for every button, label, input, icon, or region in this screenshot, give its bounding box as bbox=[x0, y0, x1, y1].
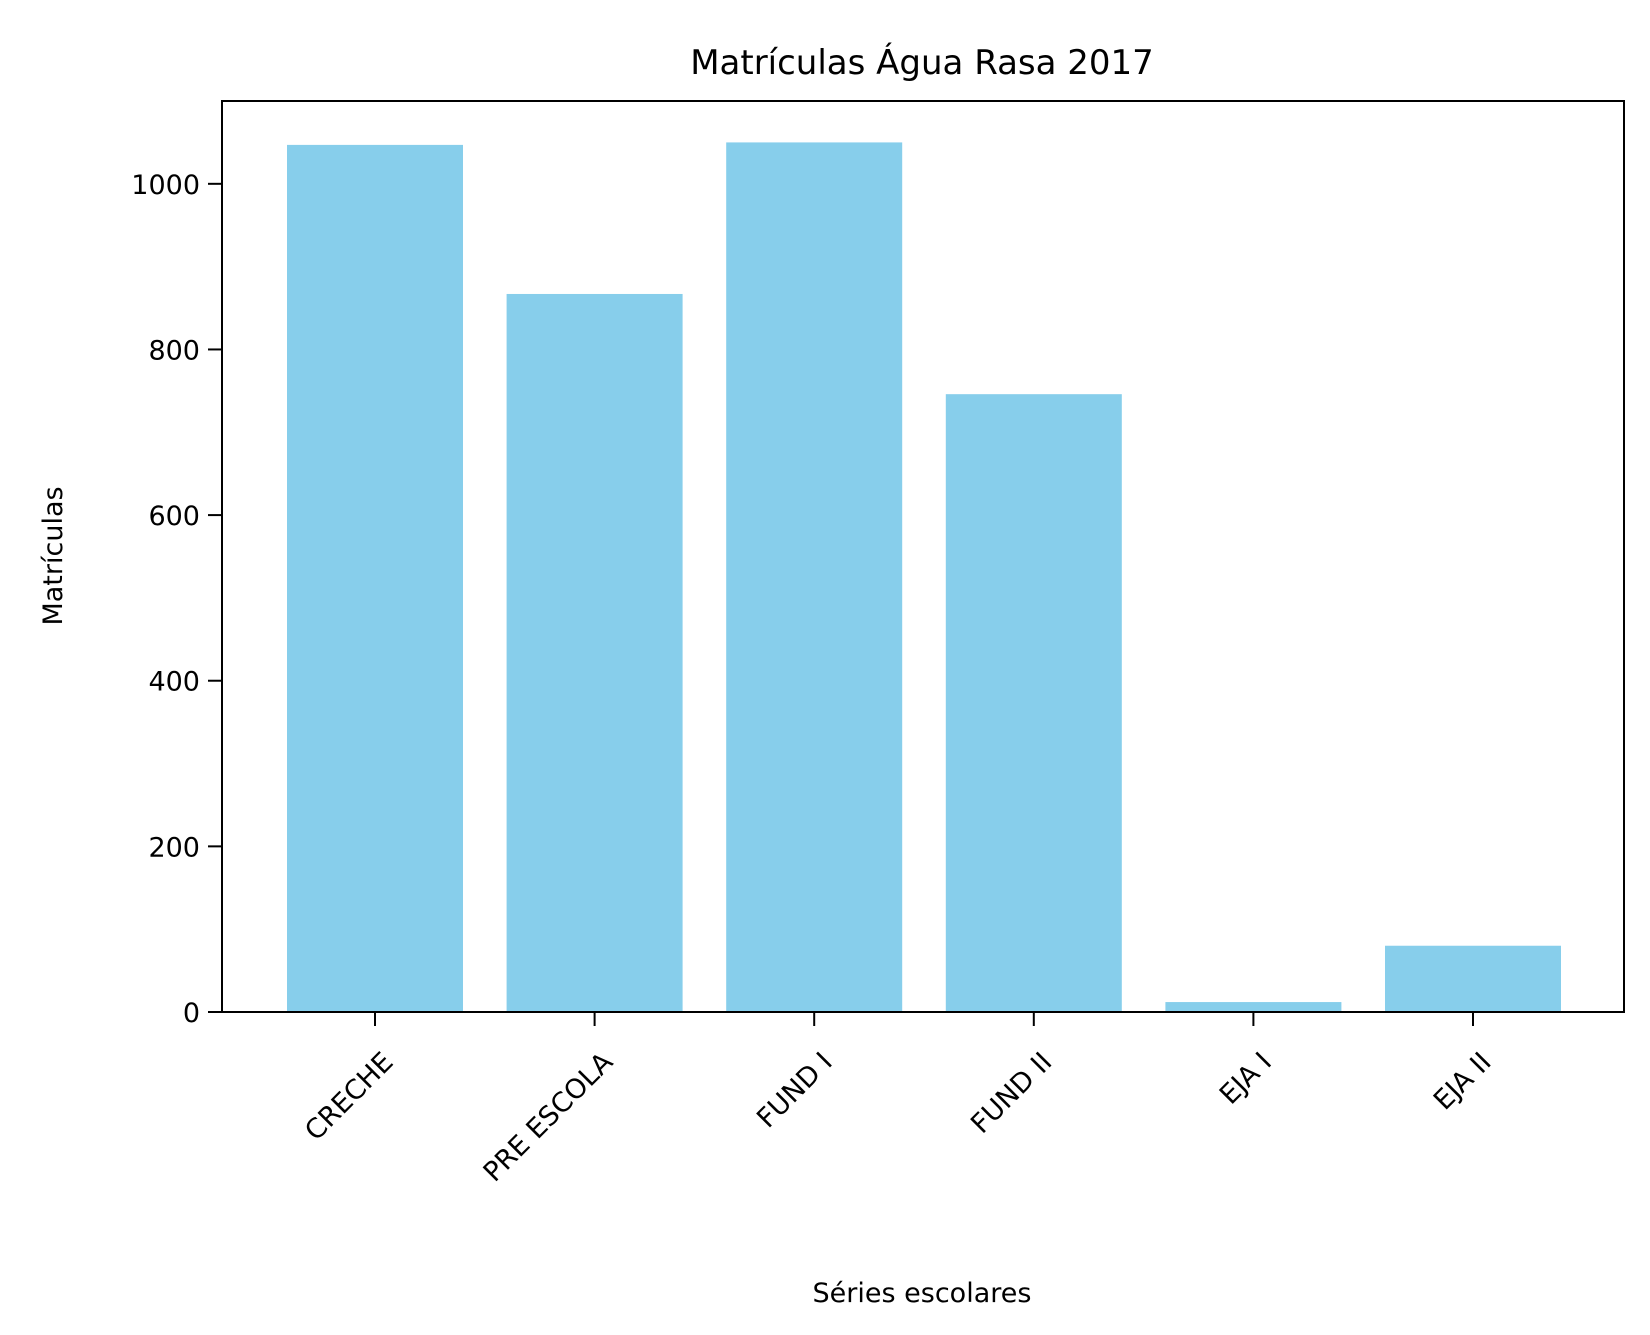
bars-group bbox=[287, 142, 1561, 1013]
y-tick-label: 200 bbox=[148, 832, 200, 863]
bar-fund-ii bbox=[945, 394, 1122, 1012]
y-axis-ticks: 0 200 400 600 800 1000 bbox=[131, 170, 222, 1029]
y-axis-label: Matrículas bbox=[38, 486, 69, 625]
bar-eja-ii bbox=[1385, 945, 1561, 1012]
plot-frame bbox=[221, 100, 1625, 1013]
y-tick-label: 400 bbox=[148, 667, 200, 698]
y-tick-label: 800 bbox=[148, 335, 200, 366]
y-tick-label: 1000 bbox=[131, 170, 200, 201]
y-tick-label: 600 bbox=[148, 501, 200, 532]
bar-creche bbox=[287, 144, 463, 1013]
bar-fund-i bbox=[726, 142, 903, 1013]
bar-eja-i bbox=[1165, 1002, 1342, 1012]
chart-title: Matrículas Água Rasa 2017 bbox=[690, 42, 1154, 83]
x-axis-label: Séries escolares bbox=[813, 1278, 1032, 1309]
y-tick-label: 0 bbox=[183, 998, 200, 1029]
bar-pre-escola bbox=[506, 293, 683, 1012]
